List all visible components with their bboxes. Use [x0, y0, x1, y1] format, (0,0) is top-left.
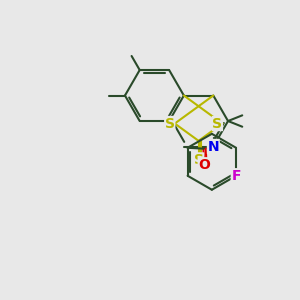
- Text: N: N: [208, 140, 219, 154]
- Text: F: F: [231, 169, 241, 183]
- Text: S: S: [212, 116, 222, 130]
- Text: S: S: [165, 116, 175, 130]
- Text: O: O: [198, 158, 210, 172]
- Text: S: S: [194, 153, 204, 167]
